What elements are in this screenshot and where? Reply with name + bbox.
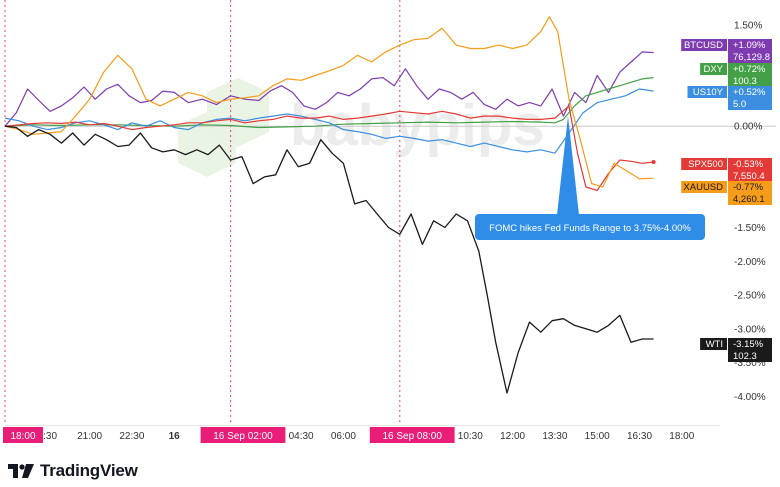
x-marker-bg [200,427,286,443]
y-tick-label: -4.00% [734,392,766,403]
badge-value-bg [728,63,772,87]
series-line-spx500 [4,105,654,191]
x-tick-label: 9:30 [38,431,58,442]
x-marker-label: 16 Sep 02:00 [213,431,273,442]
badge-name-bg [700,63,727,75]
y-tick-label: 1.50% [734,20,762,31]
y-tick-label: -3.00% [734,324,766,335]
badge-value-bg [728,158,772,182]
y-tick-label: -3.50% [734,358,766,369]
badge-value-bg [728,39,772,63]
x-marker-badge: 18:00 [3,427,43,443]
legend-badge-xauusd[interactable]: XAUUSD -0.77%4,260.1 [681,181,772,205]
tradingview-logo[interactable]: TradingView [8,460,138,482]
badge-last: 5.0 [733,99,746,110]
badge-name: SPX500 [688,159,723,170]
x-tick-label: 04:30 [289,431,314,442]
legend-badge-us10y[interactable]: US10Y +0.52%5.0 [687,86,773,110]
series-line-btcusd [4,51,654,127]
badge-change: +0.72% [733,64,766,75]
badge-name: US10Y [693,87,724,98]
chart-grid [4,0,776,426]
x-marker-label: 18:00 [10,431,35,442]
badge-change: -0.53% [733,159,764,170]
x-marker-badge: 16 Sep 08:00 [369,427,455,443]
x-marker-bg [3,427,43,443]
badge-name-bg [681,181,727,193]
x-tick-label: 15:00 [585,431,610,442]
x-tick-label: 06:00 [331,431,356,442]
x-tick-label: 22:30 [119,431,144,442]
x-tick-label: 13:30 [542,431,567,442]
badge-change: +0.52% [733,87,766,98]
series-layer [4,16,656,394]
badge-name: WTI [706,339,723,350]
y-tick-label: -1.50% [734,223,766,234]
x-tick-label: 10:30 [458,431,483,442]
badge-name-bg [700,338,727,350]
x-tick-label: 16 [169,431,181,442]
badge-last: 100.3 [733,76,757,87]
badge-value-bg [728,338,772,362]
badge-name-bg [681,39,727,51]
tradingview-mark-icon [8,464,34,478]
annotation-text: FOMC hikes Fed Funds Range to 3.75%-4.00… [489,223,691,234]
brand-name: TradingView [40,461,138,480]
x-axis: 9:3021:0022:3016004:3006:00010:3012:0013… [3,427,695,443]
annotation-pointer [557,116,579,215]
badge-name: BTCUSD [684,40,723,51]
series-line-xauusd [4,16,654,188]
x-tick-label: 21:00 [77,431,102,442]
x-tick-label: 12:00 [500,431,525,442]
legend-badge-spx500[interactable]: SPX500 -0.53%7,550.4 [681,158,772,182]
badge-last: 76,129.8 [733,52,770,63]
badge-change: -3.15% [733,339,764,350]
x-tick-label: 16:30 [627,431,652,442]
series-line-wti [4,125,654,394]
badge-value-bg [728,86,772,110]
badge-name: XAUUSD [683,182,723,193]
x-marker-label: 16 Sep 08:00 [382,431,442,442]
y-tick-label: -2.00% [734,257,766,268]
y-tick-label: 0.00% [734,122,762,133]
legend-badge-wti[interactable]: WTI -3.15%102.3 [700,338,772,362]
x-marker-bg [369,427,455,443]
x-tick-label: 18:00 [669,431,694,442]
badge-name: DXY [703,64,723,75]
badge-value-bg [728,181,772,205]
legend-badge-dxy[interactable]: DXY +0.72%100.3 [700,63,772,87]
annotation-box[interactable] [475,214,705,240]
legend-badge-btcusd[interactable]: BTCUSD +1.09%76,129.8 [681,39,772,63]
y-tick-label: -2.50% [734,291,766,302]
legend-badges: BTCUSD +1.09%76,129.8 DXY +0.72%100.3 US10Y +… [681,39,772,362]
series-last-point [651,159,656,164]
badge-change: -0.77% [733,182,764,193]
series-line-us10y [4,88,654,154]
badge-last: 102.3 [733,351,757,362]
x-marker-badge: 16 Sep 02:00 [200,427,286,443]
annotation-layer: FOMC hikes Fed Funds Range to 3.75%-4.00… [475,116,705,240]
badge-name-bg [687,86,727,98]
badge-name-bg [681,158,727,170]
badge-last: 7,550.4 [733,171,765,182]
babypips-watermark-logo: babypips [178,78,545,177]
badge-last: 4,260.1 [733,194,765,205]
badge-change: +1.09% [733,40,766,51]
